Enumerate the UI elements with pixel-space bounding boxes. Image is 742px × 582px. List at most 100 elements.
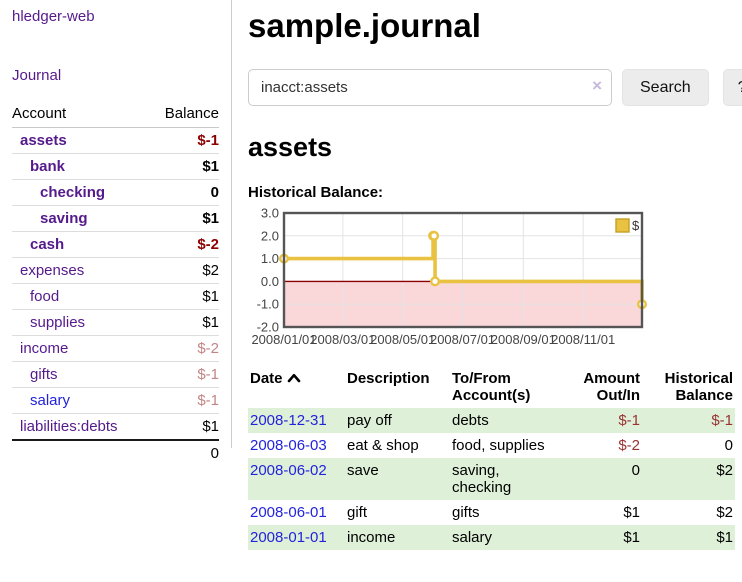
account-row: income $-2 bbox=[12, 335, 219, 362]
accounts-total-row: 0 bbox=[12, 439, 219, 466]
account-balance: $-1 bbox=[148, 387, 219, 414]
page-title: sample.journal bbox=[248, 7, 481, 44]
account-link-bank[interactable]: bank bbox=[30, 158, 66, 175]
transaction-amount: 0 bbox=[631, 462, 640, 479]
y-axis-tick-label: 0.0 bbox=[261, 274, 279, 289]
register-row: 2008-01-01 income salary $1 $1 bbox=[248, 525, 735, 550]
transaction-date-link[interactable]: 2008-06-03 bbox=[250, 437, 327, 454]
sidebar: hledger-web Journal Account Balance asse… bbox=[0, 0, 232, 466]
search-help-button[interactable]: ? bbox=[722, 69, 742, 106]
legend-swatch bbox=[615, 218, 630, 233]
transaction-balance: $2 bbox=[716, 504, 733, 521]
accounts-total-value: 0 bbox=[148, 439, 219, 466]
transaction-date-link[interactable]: 2008-06-01 bbox=[250, 504, 327, 521]
transaction-balance: $2 bbox=[716, 462, 733, 479]
app-title: hledger-web bbox=[12, 8, 219, 25]
account-row: expenses $2 bbox=[12, 257, 219, 284]
account-row: checking 0 bbox=[12, 179, 219, 206]
transaction-accounts: debts bbox=[452, 412, 489, 429]
transaction-amount: $-2 bbox=[618, 437, 640, 454]
transaction-description: save bbox=[347, 462, 379, 479]
account-row: saving $1 bbox=[12, 205, 219, 232]
account-link-assets[interactable]: assets bbox=[20, 132, 67, 149]
account-row: liabilities:debts $1 bbox=[12, 413, 219, 441]
x-axis-tick-label: 2008/01/01 bbox=[251, 332, 316, 347]
clear-search-icon[interactable]: × bbox=[592, 76, 602, 95]
y-axis-tick-label: 1.0 bbox=[261, 251, 279, 266]
legend-label: $ bbox=[632, 218, 640, 233]
account-balance: $1 bbox=[148, 205, 219, 232]
transaction-amount: $1 bbox=[623, 504, 640, 521]
data-point-marker bbox=[429, 230, 440, 241]
transaction-description: eat & shop bbox=[347, 437, 419, 454]
sort-ascending-icon[interactable] bbox=[287, 373, 301, 383]
transaction-description: income bbox=[347, 529, 396, 546]
account-balance: $1 bbox=[148, 309, 219, 336]
search-input-wrap: × bbox=[248, 69, 612, 106]
transaction-balance: 0 bbox=[724, 437, 733, 454]
account-link-salary[interactable]: salary bbox=[30, 392, 71, 409]
account-balance: 0 bbox=[148, 179, 219, 206]
account-row: food $1 bbox=[12, 283, 219, 310]
transaction-accounts: saving, checking bbox=[452, 462, 512, 496]
x-axis-tick-label: 2008/03/01 bbox=[310, 332, 375, 347]
register-header-balance[interactable]: Historical Balance bbox=[664, 370, 733, 404]
transaction-date-link[interactable]: 2008-06-02 bbox=[250, 462, 327, 479]
transaction-amount: $1 bbox=[623, 529, 640, 546]
account-link-expenses[interactable]: expenses bbox=[20, 262, 85, 279]
account-link-income[interactable]: income bbox=[20, 340, 69, 357]
account-link-checking[interactable]: checking bbox=[40, 184, 106, 201]
transaction-date-link[interactable]: 2008-01-01 bbox=[250, 529, 327, 546]
y-axis-tick-label: 3.0 bbox=[261, 207, 279, 221]
account-link-liabilities-debts[interactable]: liabilities:debts bbox=[20, 418, 118, 435]
transaction-accounts: food, supplies bbox=[452, 437, 545, 454]
transaction-accounts: salary bbox=[452, 529, 493, 546]
main-content: sample.journal × Search ? assets Histori… bbox=[232, 0, 742, 550]
register-row: 2008-06-03 eat & shop food, supplies $-2 0 bbox=[248, 433, 735, 458]
accounts-table-body: assets $-1 bank $1 checking 0 saving $1 cash $-2 e… bbox=[12, 127, 219, 441]
account-row: cash $-2 bbox=[12, 231, 219, 258]
account-link-saving[interactable]: saving bbox=[40, 210, 88, 227]
account-link-gifts[interactable]: gifts bbox=[30, 366, 58, 383]
account-link-food[interactable]: food bbox=[30, 288, 60, 305]
account-balance: $-2 bbox=[148, 335, 219, 362]
accounts-header-account: Account bbox=[12, 103, 149, 128]
register-table: Date Description To/From Account(s) Amou… bbox=[248, 368, 735, 550]
register-header-date[interactable]: Date bbox=[248, 368, 345, 408]
app-title-link[interactable]: hledger-web bbox=[12, 8, 95, 25]
account-row: supplies $1 bbox=[12, 309, 219, 336]
x-axis-tick-label: 2008/11/01 bbox=[551, 332, 615, 347]
transaction-date-link[interactable]: 2008-12-31 bbox=[250, 412, 327, 429]
account-link-supplies[interactable]: supplies bbox=[30, 314, 86, 331]
transaction-accounts: gifts bbox=[452, 504, 480, 521]
account-row: gifts $-1 bbox=[12, 361, 219, 388]
sidebar-item-journal[interactable]: Journal bbox=[12, 67, 62, 84]
register-row: 2008-06-02 save saving, checking 0 $2 bbox=[248, 458, 735, 500]
search-input[interactable] bbox=[248, 69, 612, 106]
page: hledger-web Journal Account Balance asse… bbox=[0, 0, 742, 550]
account-row: bank $1 bbox=[12, 153, 219, 180]
transaction-description: gift bbox=[347, 504, 368, 521]
balance-chart[interactable]: $3.0 2.0 1.0 0.0 -1.0 -2.02008/01/012008/03/0… bbox=[248, 207, 648, 353]
account-row: assets $-1 bbox=[12, 127, 219, 154]
accounts-table: Account Balance assets $-1 bank $1 checking 0… bbox=[12, 103, 219, 466]
register-header-accounts[interactable]: To/From Account(s) bbox=[452, 370, 531, 404]
register-header-amount[interactable]: Amount Out/In bbox=[583, 370, 640, 404]
account-row: salary $-1 bbox=[12, 387, 219, 414]
register-row: 2008-06-01 gift gifts $1 $2 bbox=[248, 500, 735, 525]
search-button[interactable]: Search bbox=[622, 69, 709, 106]
x-axis-tick-label: 2008/05/01 bbox=[370, 332, 435, 347]
transaction-balance: $1 bbox=[716, 529, 733, 546]
account-link-cash[interactable]: cash bbox=[30, 236, 65, 253]
chart-title: Historical Balance: bbox=[248, 184, 384, 201]
y-axis-tick-label: 2.0 bbox=[261, 228, 279, 243]
data-point-marker bbox=[430, 276, 441, 287]
search-form: × Search ? bbox=[248, 69, 742, 106]
register-header-description[interactable]: Description bbox=[347, 370, 430, 387]
account-balance: $1 bbox=[148, 283, 219, 310]
register-table-body: 2008-12-31 pay off debts $-1 $-1 2008-06-03 ea… bbox=[248, 408, 735, 550]
accounts-header-balance: Balance bbox=[148, 103, 219, 128]
account-balance: $1 bbox=[148, 153, 219, 180]
y-axis-tick-label: -2.0 bbox=[257, 320, 279, 335]
transaction-description: pay off bbox=[347, 412, 392, 429]
